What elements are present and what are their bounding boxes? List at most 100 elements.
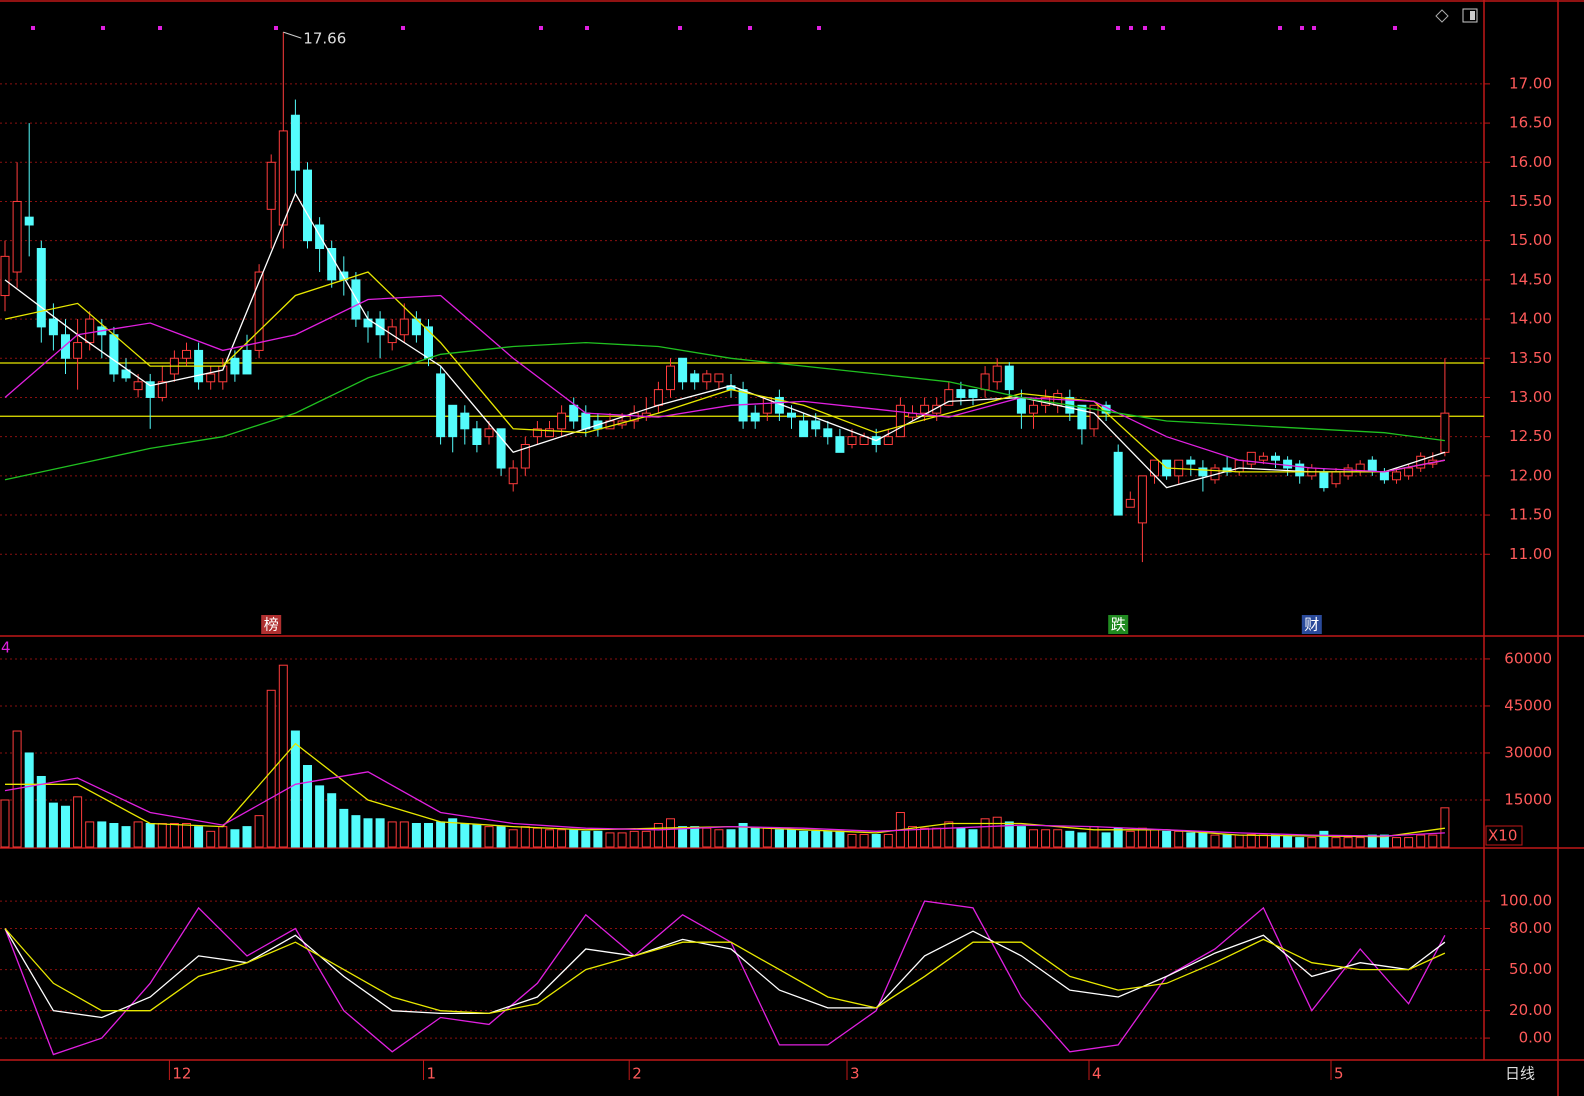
candle-body: [1234, 459, 1244, 473]
window-icon-part: [1470, 11, 1475, 20]
volume-bar: [1271, 834, 1280, 848]
candle-body: [653, 389, 663, 406]
candle-body: [1295, 463, 1305, 477]
volume-bar: [557, 829, 567, 848]
candle-body: [1392, 471, 1401, 481]
volume-bar: [653, 822, 663, 848]
candle-body: [242, 349, 252, 375]
volume-bar: [1234, 834, 1244, 848]
volume-bar: [230, 829, 240, 848]
volume-bar: [375, 818, 385, 848]
candle-body: [24, 216, 34, 226]
candle-body: [1137, 475, 1147, 524]
window-icon[interactable]: [1462, 8, 1478, 23]
candle-body: [1319, 471, 1329, 489]
event-dot: [1116, 26, 1120, 30]
volume-bar: [1077, 832, 1087, 848]
candle-body: [133, 381, 143, 391]
volume-bar: [799, 830, 809, 848]
volume-bar: [1137, 827, 1147, 848]
badge: 财: [1304, 616, 1319, 634]
candle-body: [0, 255, 10, 297]
volume-bar: [702, 827, 712, 848]
x-tick-label: 2: [632, 1065, 642, 1083]
candle-body: [666, 365, 675, 391]
candle-body: [787, 412, 796, 418]
event-dot: [817, 26, 821, 30]
y-tick-label: 11.50: [1509, 506, 1552, 524]
indicator-line: [4, 771, 1445, 837]
volume-bar: [1379, 834, 1389, 848]
volume-bar: [472, 824, 482, 848]
volume-bar: [992, 816, 1002, 848]
volume-bar: [823, 830, 833, 848]
volume-bar: [266, 689, 276, 848]
candle-body: [835, 436, 845, 453]
candle-body: [980, 373, 990, 391]
candle-body: [12, 200, 22, 273]
event-dot: [585, 26, 589, 30]
candle-body: [109, 334, 119, 375]
event-dot: [539, 26, 543, 30]
volume-bar: [109, 822, 119, 848]
candle-body: [1367, 459, 1377, 473]
candle-body: [1029, 404, 1038, 414]
badge-bg: [261, 615, 282, 634]
y-tick-label: 13.50: [1509, 349, 1552, 367]
period-label[interactable]: 日线: [1505, 1065, 1535, 1083]
volume-bar: [484, 826, 494, 848]
volume-bar: [1041, 829, 1051, 848]
candle-body: [520, 444, 530, 469]
candle-body: [73, 342, 83, 359]
indicator-line: [4, 192, 1446, 489]
volume-bar: [1150, 829, 1159, 848]
candle-body: [799, 420, 809, 438]
candle-body: [557, 412, 567, 430]
volume-bar: [157, 822, 167, 848]
volume-bar: [1222, 834, 1232, 848]
diamond-icon[interactable]: [1435, 9, 1449, 23]
volume-bar: [1355, 837, 1365, 848]
candle-body: [1186, 459, 1196, 465]
volume-bar: [351, 815, 361, 848]
candle-body: [1077, 404, 1087, 430]
candle-body: [230, 357, 240, 375]
candle-body: [532, 428, 542, 438]
volume-bar: [690, 826, 700, 848]
candle-body: [472, 428, 482, 445]
badge: 榜: [264, 616, 279, 634]
volume-bar: [508, 829, 518, 848]
candle-body: [581, 412, 591, 430]
candle-body: [1150, 459, 1159, 477]
volume-bar: [1101, 832, 1111, 848]
candle-body: [460, 412, 470, 430]
candle-body: [750, 412, 760, 422]
volume-bar: [169, 822, 179, 848]
volume-bar: [1029, 829, 1038, 848]
volume-bar: [448, 818, 458, 848]
candle-body: [823, 428, 833, 438]
volume-bar: [532, 827, 542, 848]
event-dot: [1300, 26, 1304, 30]
volume-bar: [666, 818, 675, 848]
candle-body: [1416, 455, 1426, 469]
y-tick-label: 15.50: [1509, 192, 1552, 210]
volume-bar: [206, 830, 216, 848]
badge-bg: [1108, 615, 1129, 634]
volume-bar: [617, 832, 627, 848]
candle-body: [206, 373, 216, 383]
volume-bar: [278, 664, 288, 848]
event-dot: [1161, 26, 1165, 30]
volume-bar: [678, 826, 688, 848]
candle-body: [883, 436, 893, 445]
candle-body: [1004, 365, 1014, 391]
volume-bar: [97, 821, 107, 848]
badge-bg: [1301, 615, 1322, 634]
volume-bar: [411, 822, 421, 848]
volume-bar: [182, 822, 191, 848]
volume-bar: [1331, 837, 1341, 848]
volume-bar: [1404, 837, 1414, 848]
volume-bar: [581, 830, 591, 848]
